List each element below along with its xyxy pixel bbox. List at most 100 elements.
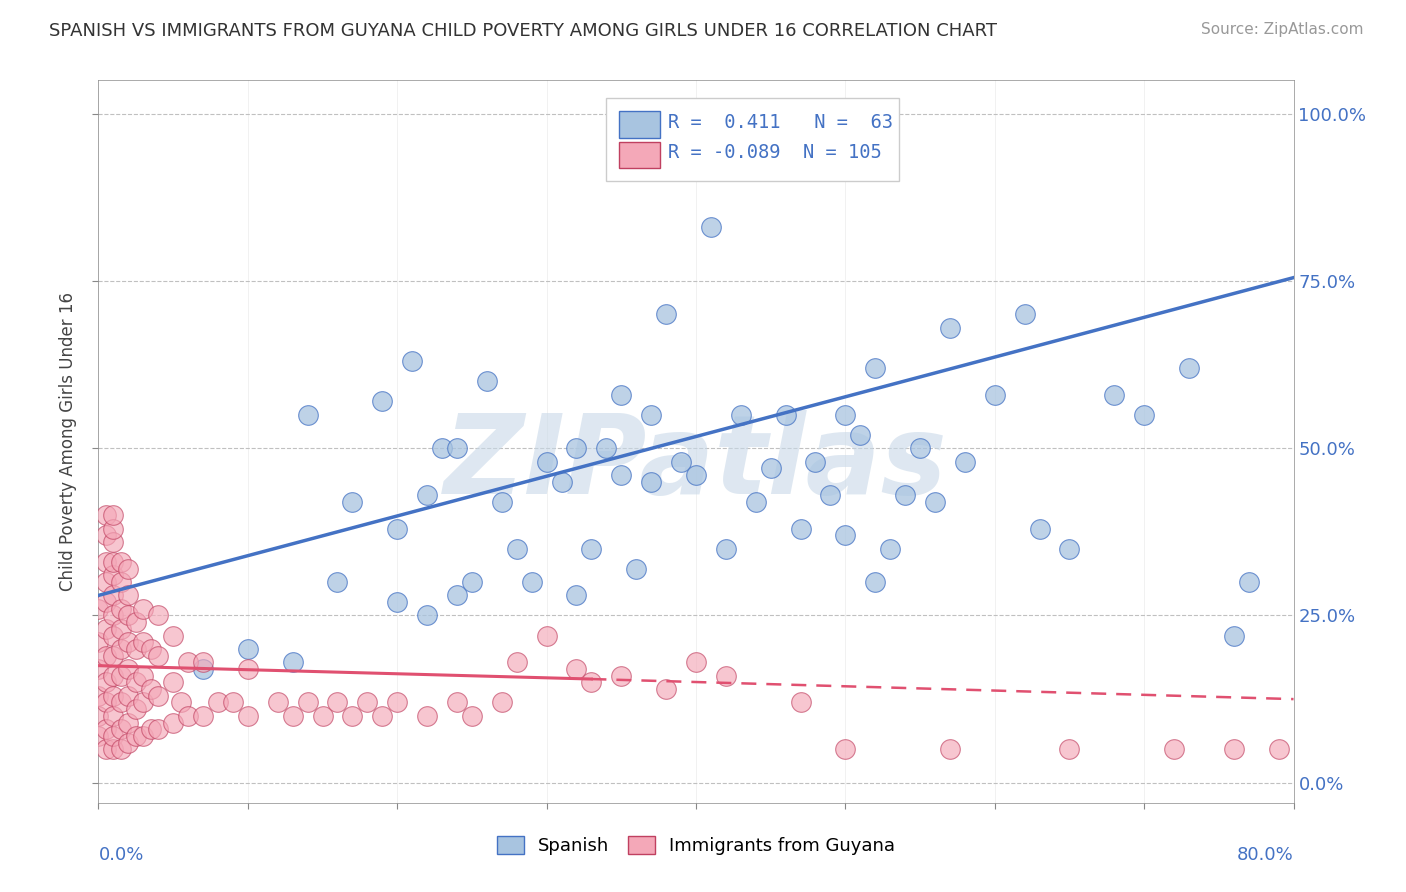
Point — [849, 428, 872, 442]
Point — [103, 729, 125, 743]
Point — [191, 662, 214, 676]
Point — [103, 568, 125, 582]
Point — [416, 488, 439, 502]
Point — [207, 696, 229, 710]
FancyBboxPatch shape — [620, 112, 661, 138]
Point — [371, 394, 394, 409]
Point — [103, 534, 125, 549]
Point — [685, 467, 707, 482]
Point — [610, 387, 633, 401]
Point — [789, 521, 811, 535]
Point — [730, 408, 752, 422]
Point — [222, 696, 245, 710]
Point — [1059, 742, 1081, 756]
Point — [565, 589, 588, 603]
Point — [117, 689, 139, 703]
Point — [506, 655, 529, 669]
Point — [125, 702, 148, 716]
FancyBboxPatch shape — [606, 98, 900, 181]
Point — [953, 455, 976, 469]
Point — [834, 742, 856, 756]
Legend: Spanish, Immigrants from Guyana: Spanish, Immigrants from Guyana — [489, 830, 903, 863]
Point — [820, 488, 842, 502]
Point — [103, 589, 125, 603]
Point — [506, 541, 529, 556]
Point — [103, 608, 125, 623]
Point — [536, 455, 558, 469]
Point — [879, 541, 901, 556]
Point — [461, 708, 484, 723]
Point — [1267, 742, 1289, 756]
Point — [581, 541, 603, 556]
Point — [446, 696, 468, 710]
Point — [87, 708, 110, 723]
Point — [125, 675, 148, 690]
Point — [103, 628, 125, 642]
Point — [148, 608, 170, 623]
Point — [430, 442, 453, 455]
Point — [110, 723, 132, 737]
Point — [745, 494, 768, 508]
Point — [311, 708, 333, 723]
Point — [326, 575, 349, 590]
Point — [87, 635, 110, 649]
Point — [103, 742, 125, 756]
Point — [1059, 541, 1081, 556]
Point — [640, 475, 662, 489]
Point — [924, 494, 946, 508]
Point — [87, 602, 110, 616]
Point — [1178, 361, 1201, 376]
Point — [103, 521, 125, 535]
Point — [139, 642, 162, 657]
Point — [110, 575, 132, 590]
Text: SPANISH VS IMMIGRANTS FROM GUYANA CHILD POVERTY AMONG GIRLS UNDER 16 CORRELATION: SPANISH VS IMMIGRANTS FROM GUYANA CHILD … — [49, 22, 997, 40]
Point — [236, 642, 259, 657]
Point — [626, 562, 648, 576]
Point — [132, 669, 155, 683]
Point — [125, 729, 148, 743]
Point — [236, 708, 259, 723]
Point — [103, 508, 125, 523]
Point — [117, 562, 139, 576]
Point — [804, 455, 827, 469]
Point — [385, 595, 409, 609]
Point — [281, 708, 304, 723]
Point — [789, 696, 811, 710]
Point — [520, 575, 543, 590]
Point — [103, 648, 125, 663]
Point — [132, 602, 155, 616]
Point — [1133, 408, 1156, 422]
Point — [94, 742, 117, 756]
Point — [132, 635, 155, 649]
Point — [117, 735, 139, 749]
Point — [565, 442, 588, 455]
Text: ZIPatlas: ZIPatlas — [444, 409, 948, 516]
Point — [775, 408, 797, 422]
Point — [865, 575, 887, 590]
Point — [655, 307, 678, 322]
Point — [267, 696, 290, 710]
Point — [162, 675, 184, 690]
Point — [700, 220, 723, 235]
Point — [110, 622, 132, 636]
Point — [191, 655, 214, 669]
Point — [865, 361, 887, 376]
Point — [595, 442, 617, 455]
Point — [94, 723, 117, 737]
Point — [894, 488, 917, 502]
Point — [177, 708, 200, 723]
Point — [117, 715, 139, 730]
Point — [110, 555, 132, 569]
Point — [550, 475, 572, 489]
Point — [759, 461, 782, 475]
Point — [87, 729, 110, 743]
Point — [385, 696, 409, 710]
Point — [110, 669, 132, 683]
Point — [94, 595, 117, 609]
Point — [356, 696, 378, 710]
Point — [685, 655, 707, 669]
Point — [610, 669, 633, 683]
Point — [94, 508, 117, 523]
Point — [117, 589, 139, 603]
Point — [297, 408, 319, 422]
